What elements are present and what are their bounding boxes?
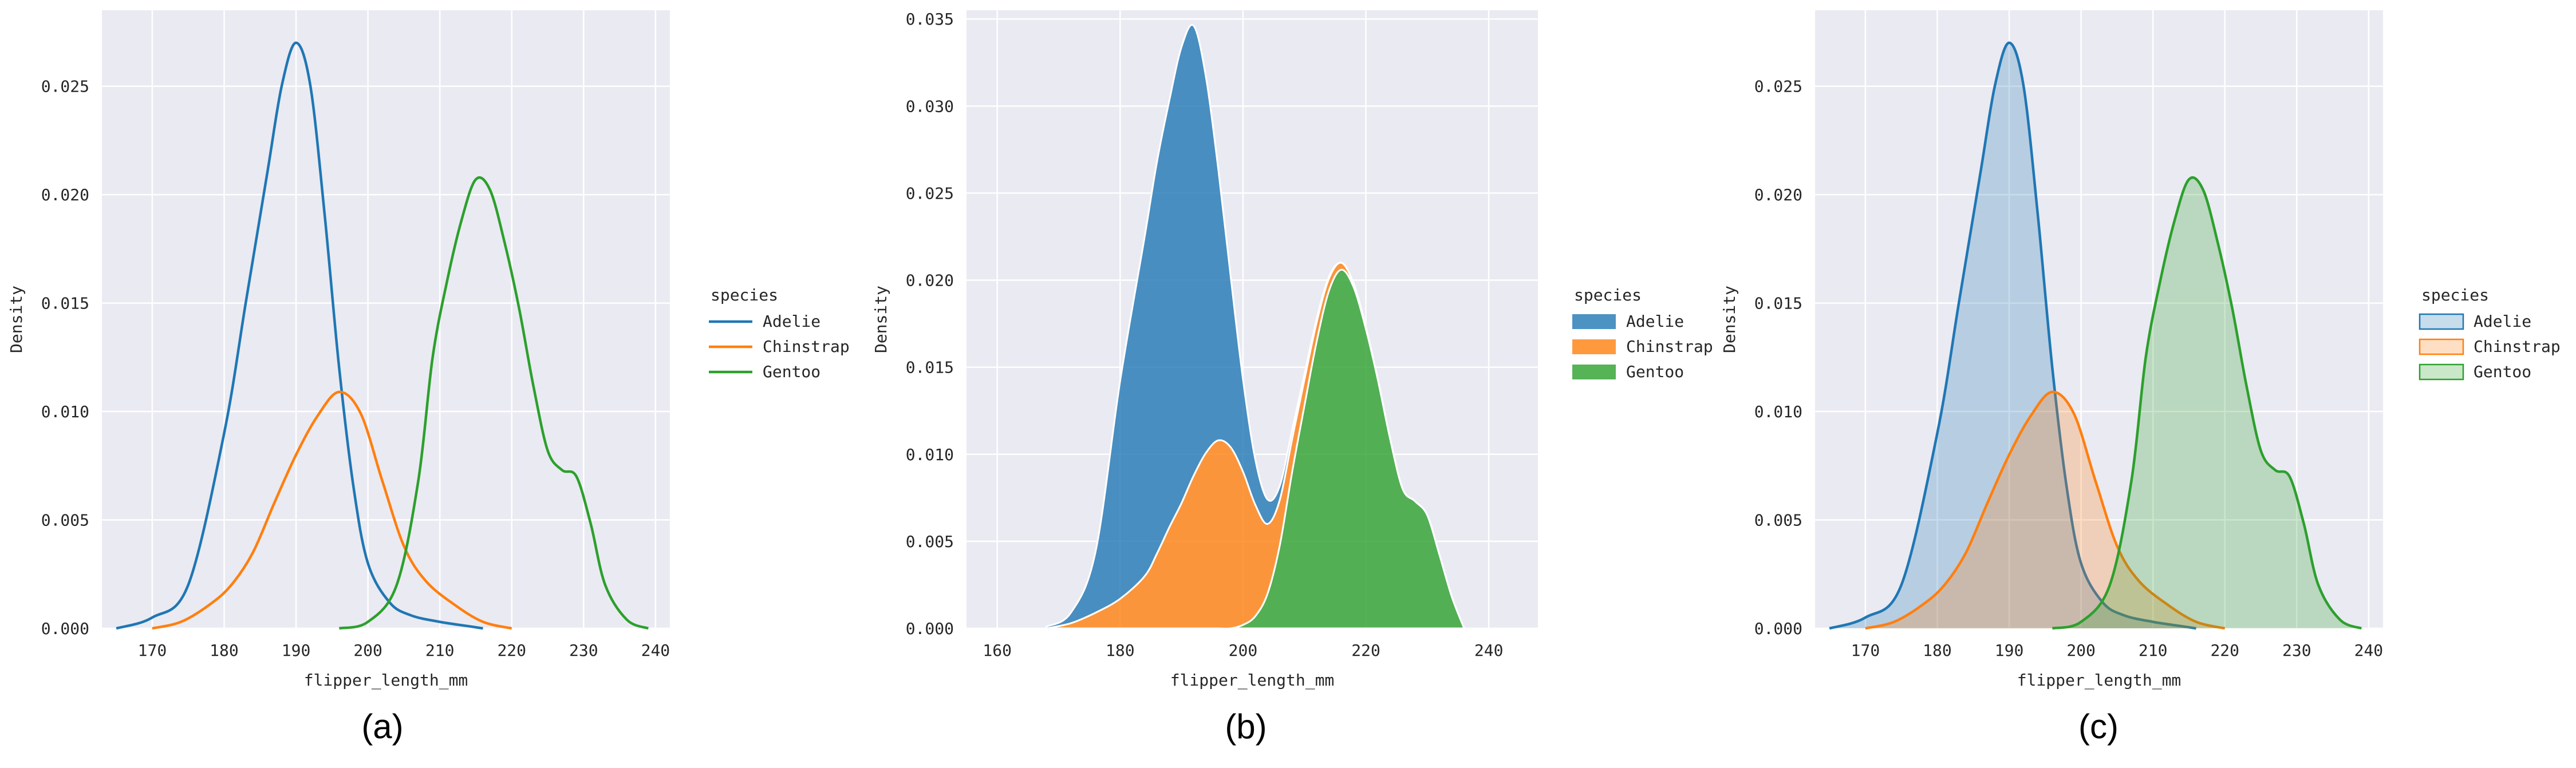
y-tick-label: 0.015 bbox=[906, 358, 954, 377]
x-tick-label: 230 bbox=[569, 641, 598, 660]
legend-label-adelie: Adelie bbox=[1626, 312, 1684, 331]
y-tick-label: 0.005 bbox=[41, 511, 89, 530]
legend-label-gentoo: Gentoo bbox=[763, 362, 820, 381]
x-tick-label: 220 bbox=[2210, 641, 2239, 660]
y-axis-label: Density bbox=[7, 286, 26, 353]
x-tick-label: 240 bbox=[1474, 641, 1504, 660]
panel-caption: (a) bbox=[361, 707, 403, 746]
chart-panel-1: 170 180 190 200 210 220 230 240 0.000 0.005 0.010 0… bbox=[7, 10, 850, 746]
y-tick-label: 0.025 bbox=[906, 184, 954, 203]
x-tick-label: 190 bbox=[282, 641, 311, 660]
x-axis-label: flipper_length_mm bbox=[304, 671, 468, 690]
x-tick-label: 180 bbox=[1923, 641, 1952, 660]
x-tick-label: 210 bbox=[2139, 641, 2168, 660]
chart-panel-3: 170 180 190 200 210 220 230 240 0.000 0.005 0.010 0… bbox=[1720, 10, 2561, 746]
x-tick-label: 220 bbox=[1351, 641, 1380, 660]
x-tick-label: 170 bbox=[1851, 641, 1880, 660]
legend-label-chinstrap: Chinstrap bbox=[1626, 337, 1713, 356]
density-line-chinstrap bbox=[1865, 390, 2226, 630]
x-tick-label: 240 bbox=[2354, 641, 2384, 660]
legend: species Adelie Chinstrap Gentoo bbox=[1572, 286, 1713, 381]
x-tick-label: 220 bbox=[497, 641, 526, 660]
legend-title: species bbox=[2421, 286, 2489, 304]
y-tick-label: 0.020 bbox=[906, 271, 954, 290]
legend-swatch-adelie bbox=[1572, 314, 1616, 329]
legend-title: species bbox=[711, 286, 778, 304]
legend-label-adelie: Adelie bbox=[2474, 312, 2531, 331]
x-tick-label: 200 bbox=[1229, 641, 1258, 660]
panel-caption: (c) bbox=[2078, 707, 2119, 746]
data-layer bbox=[1829, 41, 2362, 630]
y-tick-label: 0.005 bbox=[1754, 511, 1802, 530]
stacked-area-adelie bbox=[1046, 23, 1465, 630]
density-line-gentoo bbox=[2052, 176, 2362, 630]
legend-swatch-chinstrap bbox=[1572, 339, 1616, 354]
y-tick-label: 0.020 bbox=[1754, 185, 1802, 204]
grid bbox=[1815, 10, 2383, 630]
legend-label-adelie: Adelie bbox=[763, 312, 820, 331]
y-tick-label: 0.000 bbox=[1754, 619, 1802, 638]
x-tick-label: 170 bbox=[138, 641, 167, 660]
y-tick-label: 0.025 bbox=[1754, 77, 1802, 96]
legend-swatch-gentoo bbox=[1572, 365, 1616, 379]
x-tick-label: 230 bbox=[2282, 641, 2311, 660]
legend: species Adelie Chinstrap Gentoo bbox=[709, 286, 850, 381]
data-layer bbox=[116, 41, 649, 630]
y-tick-label: 0.025 bbox=[41, 77, 89, 96]
density-fill-adelie bbox=[1829, 42, 2196, 629]
x-axis-label: flipper_length_mm bbox=[1170, 671, 1335, 690]
y-axis-label: Density bbox=[871, 286, 890, 353]
density-fill-gentoo bbox=[2052, 177, 2362, 628]
x-tick-label: 160 bbox=[983, 641, 1012, 660]
x-tick-label: 180 bbox=[1106, 641, 1135, 660]
legend-swatch-chinstrap bbox=[2419, 338, 2464, 355]
y-tick-label: 0.005 bbox=[906, 532, 954, 551]
x-tick-label: 180 bbox=[210, 641, 239, 660]
y-tick-label: 0.010 bbox=[1754, 402, 1802, 421]
legend-label-gentoo: Gentoo bbox=[2474, 362, 2531, 381]
x-tick-label: 200 bbox=[2066, 641, 2096, 660]
legend-title: species bbox=[1574, 286, 1642, 304]
x-tick-label: 240 bbox=[641, 641, 670, 660]
y-tick-label: 0.030 bbox=[906, 97, 954, 116]
y-tick-label: 0.015 bbox=[41, 294, 89, 313]
density-fill-chinstrap bbox=[1865, 391, 2225, 628]
density-line-chinstrap bbox=[152, 390, 512, 630]
legend-swatch-adelie bbox=[2419, 313, 2464, 330]
x-tick-label: 210 bbox=[425, 641, 455, 660]
legend-label-chinstrap: Chinstrap bbox=[763, 337, 850, 356]
y-tick-label: 0.010 bbox=[41, 402, 89, 421]
x-axis-label: flipper_length_mm bbox=[2017, 671, 2181, 690]
y-tick-label: 0.000 bbox=[41, 619, 89, 638]
legend-swatch-gentoo bbox=[2419, 363, 2464, 381]
y-axis-label: Density bbox=[1720, 286, 1739, 353]
x-tick-label: 190 bbox=[1995, 641, 2024, 660]
y-tick-label: 0.000 bbox=[906, 619, 954, 638]
y-tick-label: 0.015 bbox=[1754, 294, 1802, 313]
chart-panel-2: 160 180 200 220 240 0.000 0.005 0.010 0.015 0.020… bbox=[871, 10, 1713, 746]
legend-label-gentoo: Gentoo bbox=[1626, 362, 1684, 381]
density-line-gentoo bbox=[338, 176, 649, 630]
y-tick-label: 0.020 bbox=[41, 185, 89, 204]
panel-caption: (b) bbox=[1225, 707, 1267, 746]
legend: species Adelie Chinstrap Gentoo bbox=[2419, 286, 2561, 381]
x-tick-label: 200 bbox=[353, 641, 382, 660]
plot-area bbox=[102, 10, 670, 628]
data-layer bbox=[1046, 23, 1465, 630]
plot-area bbox=[1815, 10, 2383, 628]
y-tick-label: 0.010 bbox=[906, 445, 954, 464]
legend-label-chinstrap: Chinstrap bbox=[2474, 337, 2561, 356]
y-tick-label: 0.035 bbox=[906, 10, 954, 29]
